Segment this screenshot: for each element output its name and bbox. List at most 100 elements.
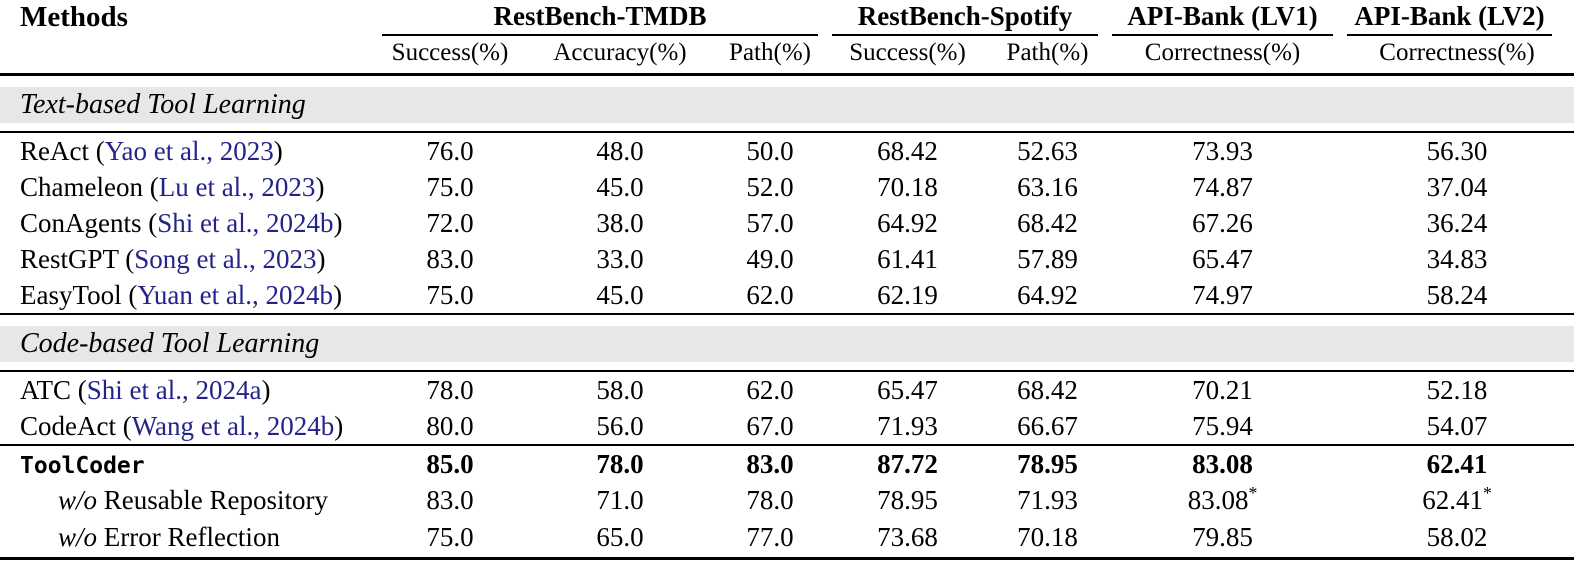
value-cell: 78.0	[426, 374, 474, 405]
value-cell: 73.93	[1192, 135, 1253, 166]
section-header-row: Text-based Tool Learning	[0, 74, 1574, 133]
value-cell: 78.95	[877, 484, 938, 515]
group-header-row: Methods RestBench-TMDB RestBench-Spotify…	[0, 0, 1574, 76]
table-row: ToolCoder 85.0 78.0 83.0 87.72 78.95 83.08 62.4…	[0, 445, 1574, 482]
citation-link[interactable]: Lu et al., 2023	[158, 171, 316, 202]
group-label: API-Bank (LV1)	[1112, 1, 1334, 36]
group-header-api-bank-lv1: API-Bank (LV1)	[1105, 0, 1340, 36]
citation-link[interactable]: Yuan et al., 2024b	[137, 279, 334, 310]
method-cell: w/o Error Reflection	[0, 518, 375, 560]
value-cell: 71.0	[596, 484, 644, 515]
table-row: CodeAct (Wang et al., 2024b) 80.0 56.0 67.0…	[0, 408, 1574, 446]
value-cell: 78.95	[1017, 448, 1078, 479]
wo-label: w/o	[58, 521, 104, 552]
value-cell: 58.02	[1340, 518, 1574, 560]
value-cell: 78.0	[746, 484, 794, 515]
value-cell: 33.0	[596, 243, 644, 274]
group-header-restbench-tmdb: RestBench-TMDB	[375, 0, 825, 36]
value-cell: 83.0	[426, 484, 474, 515]
value-cell: 83.0	[426, 243, 474, 274]
section-header-cell: Code-based Tool Learning	[0, 314, 1574, 372]
group-label: RestBench-Spotify	[832, 1, 1099, 36]
method-name: ConAgents	[20, 207, 142, 238]
value-cell: 80.0	[375, 408, 525, 446]
value-cell: 36.24	[1426, 207, 1488, 238]
citation-link[interactable]: Yao et al., 2023	[104, 135, 274, 166]
value-cell: 58.0	[596, 374, 644, 405]
value-cell: 66.67	[990, 408, 1106, 446]
value-cell: 68.42	[1017, 207, 1078, 238]
section-title: Text-based Tool Learning	[0, 87, 1574, 123]
value-cell: 50.0	[746, 135, 794, 166]
methods-column-header: Methods	[0, 0, 375, 76]
value-cell: 48.0	[596, 135, 644, 166]
value-cell: 71.93	[1017, 484, 1078, 515]
value-cell: 67.26	[1192, 207, 1253, 238]
value-cell: 76.0	[426, 135, 474, 166]
group-label: RestBench-TMDB	[382, 1, 819, 36]
table-row: ATC (Shi et al., 2024a) 78.0 58.0 62.0 65.47…	[0, 371, 1574, 408]
method-cell: Chameleon (Lu et al., 2023)	[20, 171, 325, 202]
value-cell: 45.0	[525, 277, 715, 315]
method-cell: RestGPT (Song et al., 2023)	[20, 243, 326, 274]
col-header-tmdb-path: Path(%)	[715, 36, 826, 76]
col-header-lv1-correctness: Correctness(%)	[1105, 36, 1341, 76]
section-title: Code-based Tool Learning	[0, 326, 1574, 362]
table-row: w/o Error Reflection 75.0 65.0 77.0 73.68 70.…	[0, 518, 1574, 560]
value-cell: 71.93	[825, 408, 991, 446]
value-cell: 62.41*	[1422, 482, 1492, 515]
value-cell: 62.0	[746, 374, 794, 405]
value-cell: 70.18	[990, 518, 1106, 560]
table-row: ConAgents (Shi et al., 2024b) 72.0 38.0 57.…	[0, 205, 1574, 241]
value-cell: 57.89	[1017, 243, 1078, 274]
value-cell: 70.18	[877, 171, 938, 202]
value-cell: 70.21	[1192, 374, 1253, 405]
value-cell: 79.85	[1105, 518, 1341, 560]
value-cell: 56.30	[1426, 135, 1488, 166]
table-row: RestGPT (Song et al., 2023) 83.0 33.0 49.0 6…	[0, 241, 1574, 277]
value-cell: 61.41	[877, 243, 938, 274]
value-cell: 83.08	[1192, 448, 1253, 479]
value-cell: 49.0	[746, 243, 794, 274]
value-cell: 56.0	[525, 408, 715, 446]
citation-link[interactable]: Shi et al., 2024a	[86, 374, 262, 405]
method-name: Error Reflection	[103, 521, 280, 552]
value-cell: 62.0	[715, 277, 826, 315]
value-cell: 83.08*	[1187, 482, 1258, 515]
method-name: Chameleon	[20, 171, 143, 202]
value-cell: 52.63	[1017, 135, 1078, 166]
method-name: EasyTool	[20, 279, 122, 310]
value-cell: 54.07	[1340, 408, 1574, 446]
citation-link[interactable]: Wang et al., 2024b	[131, 410, 335, 441]
table-row: ReAct (Yao et al., 2023) 76.0 48.0 50.0 68.4…	[0, 132, 1574, 169]
value-cell: 65.0	[525, 518, 715, 560]
method-cell: ConAgents (Shi et al., 2024b)	[20, 207, 343, 238]
value-cell: 52.0	[746, 171, 794, 202]
value-cell: 57.0	[746, 207, 794, 238]
value-cell: 85.0	[426, 448, 474, 479]
wo-label: w/o	[58, 484, 104, 515]
value-cell: 83.0	[746, 448, 794, 479]
citation-link[interactable]: Song et al., 2023	[134, 243, 317, 274]
method-name: Reusable Repository	[103, 484, 328, 515]
method-cell: CodeAct (Wang et al., 2024b)	[0, 408, 375, 446]
method-cell: w/o Reusable Repository	[0, 482, 375, 518]
table-row: w/o Reusable Repository 83.0 71.0 78.0 78.95…	[0, 482, 1574, 518]
method-cell: EasyTool (Yuan et al., 2024b)	[0, 277, 375, 315]
section-header-cell: Text-based Tool Learning	[0, 74, 1574, 133]
citation-link[interactable]: Shi et al., 2024b	[157, 207, 334, 238]
method-name: ReAct	[20, 135, 89, 166]
footnote-star: *	[1248, 482, 1258, 503]
value-cell: 63.16	[1017, 171, 1078, 202]
method-cell: ToolCoder	[0, 445, 375, 482]
value-cell: 68.42	[1017, 374, 1078, 405]
method-cell: ATC (Shi et al., 2024a)	[20, 374, 271, 405]
group-header-api-bank-lv2: API-Bank (LV2)	[1340, 0, 1574, 36]
col-header-spotify-success: Success(%)	[825, 36, 991, 76]
value-cell: 74.97	[1105, 277, 1341, 315]
value-cell: 75.94	[1105, 408, 1341, 446]
value-cell: 68.42	[877, 135, 938, 166]
value-cell: 37.04	[1426, 171, 1488, 202]
group-label: API-Bank (LV2)	[1347, 1, 1553, 36]
